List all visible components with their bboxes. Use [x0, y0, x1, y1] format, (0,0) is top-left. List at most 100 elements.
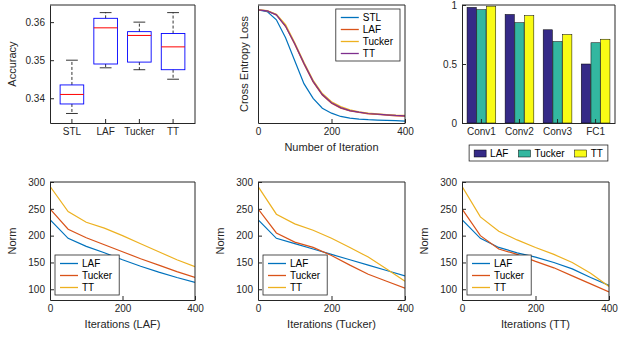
frame: [50, 5, 195, 6]
tick-mark: [123, 296, 124, 300]
tick-mark: [258, 289, 262, 290]
plot-area: [462, 182, 609, 300]
frame: [50, 182, 195, 183]
y-axis-title: Cross Entropy Loss: [238, 16, 250, 112]
tick-label: 400: [601, 303, 618, 314]
whisker: [139, 62, 140, 70]
tick: Conv2: [505, 119, 534, 137]
x-axis-title: Iterations (TT): [501, 318, 570, 330]
tick: 250: [440, 204, 466, 215]
frame: [258, 182, 405, 183]
marks: [462, 186, 609, 292]
x-axis-title: Iterations (LAF): [85, 318, 161, 330]
tick: 0.36: [26, 17, 54, 28]
legend-label: STL: [363, 12, 382, 23]
frame: [405, 182, 406, 300]
tick: 400: [601, 296, 618, 314]
legend: LAF Tucker TT: [469, 145, 608, 161]
tick: 400: [187, 296, 204, 314]
panel: STLLAFTuckerTT0.340.350.36Accuracy: [6, 5, 196, 137]
legend-item: Tucker: [518, 148, 565, 159]
x-axis-title: Number of Iteration: [284, 141, 378, 153]
tick-label: 200: [28, 230, 45, 241]
tick-mark: [462, 262, 466, 263]
frame: [195, 5, 196, 123]
tick-label: 0.35: [26, 55, 46, 66]
legend-item: LAF: [60, 258, 100, 269]
tick-mark: [50, 289, 54, 290]
tick-label: TT: [167, 126, 179, 137]
tick: Conv1: [467, 119, 496, 137]
legend-label: TT: [363, 48, 375, 59]
legend-swatch: [60, 263, 78, 264]
x-axis: Conv1Conv2Conv3FC1: [463, 119, 616, 137]
axis-line: [50, 6, 51, 124]
legend-label: TT: [591, 148, 603, 159]
bar: [467, 7, 476, 123]
tick-label: 200: [236, 230, 253, 241]
whisker-cap: [167, 79, 179, 80]
whisker-cap: [66, 113, 78, 114]
legend-item: LAF: [472, 258, 512, 269]
tick-mark: [557, 119, 558, 123]
tick: LAF: [96, 119, 114, 137]
line: [258, 10, 405, 116]
tick-mark: [519, 119, 520, 123]
tick-label: 0.5: [443, 59, 457, 70]
tick: 0.35: [26, 55, 54, 66]
box-body: [161, 34, 185, 70]
tick-label: 0: [48, 303, 54, 314]
axis-line: [462, 183, 463, 301]
tick-label: 200: [440, 230, 457, 241]
legend-box: [467, 255, 531, 295]
legend-swatch: [518, 150, 530, 157]
tick-label: 200: [324, 303, 341, 314]
figure: STLLAFTuckerTT0.340.350.36Accuracy020040…: [0, 0, 640, 338]
tick-mark: [139, 119, 140, 123]
plot-area: [258, 5, 405, 123]
whisker: [71, 60, 72, 85]
legend-swatch: [472, 275, 490, 276]
tick: 150: [236, 257, 262, 268]
legend-label: Tucker: [82, 270, 113, 281]
legend-box: [469, 145, 608, 161]
tick-mark: [71, 119, 72, 123]
tick-label: 250: [28, 204, 45, 215]
tick-label: 300: [28, 177, 45, 188]
bar: [601, 39, 610, 123]
box-body: [60, 85, 84, 104]
tick: 250: [28, 204, 54, 215]
bar: [525, 16, 534, 123]
legend-item: LAF: [474, 148, 508, 159]
axis-line: [463, 123, 616, 124]
tick-label: 150: [236, 257, 253, 268]
tick-mark: [481, 119, 482, 123]
tick: 200: [115, 296, 132, 314]
legend: LAFTuckerTT: [467, 255, 531, 295]
bar: [505, 14, 514, 123]
tick: 200: [528, 296, 545, 314]
legend-label: Tucker: [494, 270, 525, 281]
bar: [591, 43, 600, 123]
legend-box: [336, 9, 400, 61]
panel: 0200400STLLAFTuckerTTNumber of Iteration…: [238, 5, 414, 153]
tick-label: 100: [236, 284, 253, 295]
frame: [609, 182, 610, 300]
legend: LAFTuckerTT: [263, 255, 327, 295]
x-axis: STLLAFTuckerTT: [51, 119, 196, 137]
whisker: [105, 64, 106, 68]
bar: [515, 23, 524, 123]
frame: [195, 182, 196, 300]
tick-label: 200: [115, 303, 132, 314]
tick-label: 400: [397, 126, 414, 137]
whisker-cap: [133, 22, 145, 23]
frame: [258, 5, 405, 6]
tick-mark: [50, 209, 54, 210]
y-axis-title: Norm: [214, 228, 226, 255]
frame: [405, 5, 406, 123]
tick: 200: [28, 230, 54, 241]
tick-label: 400: [397, 303, 414, 314]
axis-line: [463, 300, 610, 301]
x-axis: 0200400: [256, 296, 415, 314]
whisker: [139, 22, 140, 32]
